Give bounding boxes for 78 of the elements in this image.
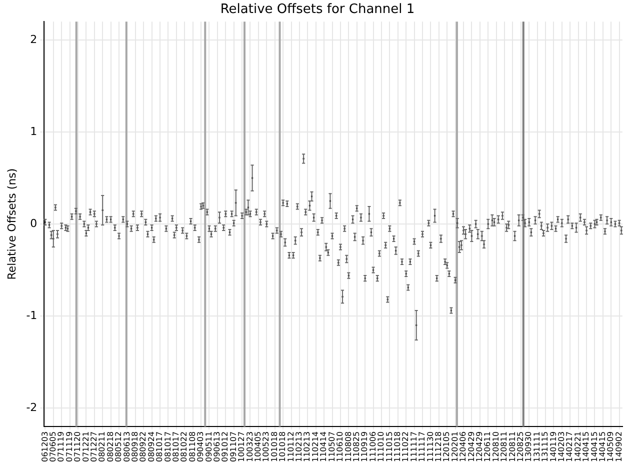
- x-tick-label: 081017: [163, 431, 172, 462]
- x-tick-label: 100323: [245, 431, 254, 462]
- y-axis-title: Relative Offsets (ns): [5, 168, 18, 280]
- x-tick-label: 080512: [114, 431, 124, 462]
- x-tick-label: 071119: [56, 431, 66, 462]
- x-tick-label: 120611: [483, 431, 492, 462]
- x-tick-label: 080918: [130, 431, 140, 462]
- x-tick-label: 120429: [474, 431, 484, 462]
- x-tick-label: 091107: [228, 431, 238, 462]
- x-tick-label: 140509: [606, 431, 616, 462]
- x-tick-label: 111022: [401, 431, 410, 462]
- x-tick-label: 110919: [360, 431, 370, 462]
- y-tick-label: -2: [26, 400, 38, 414]
- x-tick-label: 120201: [450, 431, 460, 462]
- x-tick-label: 090511: [204, 431, 214, 462]
- x-tick-label: 110507: [327, 431, 336, 462]
- x-tick-label: 140221: [573, 431, 582, 462]
- x-tick-label: 090613: [212, 431, 222, 462]
- x-tick-label: 120825: [516, 431, 525, 462]
- y-tick-label: -1: [26, 308, 38, 322]
- x-tick-label: 080922: [138, 431, 148, 462]
- x-tick-label: 140902: [614, 431, 624, 462]
- x-tick-label: 110825: [352, 431, 361, 462]
- x-tick-label: 071119: [64, 431, 74, 462]
- x-tick-label: 140203: [557, 431, 566, 462]
- x-tick-label: 090403: [196, 431, 206, 462]
- x-tick-label: 110414: [319, 431, 328, 462]
- x-tick-label: 081108: [188, 431, 197, 462]
- x-tick-label: 071221: [81, 431, 90, 462]
- x-tick-label: 111018: [392, 431, 402, 462]
- x-tick-label: 111218: [434, 431, 443, 462]
- x-tick-label: 110213: [302, 431, 312, 462]
- x-tick-label: 070605: [48, 431, 58, 462]
- chart-title: Relative Offsets for Channel 1: [220, 2, 415, 18]
- x-tick-label: 091012: [220, 431, 230, 462]
- x-tick-label: 140415: [590, 431, 599, 462]
- x-tick-label: 071227: [89, 431, 98, 462]
- x-tick-label: 131115: [540, 431, 550, 462]
- x-tick-label: 120811: [508, 431, 517, 462]
- x-tick-label: 080218: [106, 431, 115, 462]
- x-tick-label: 120406: [458, 431, 468, 462]
- x-tick-label: 120105: [442, 431, 452, 462]
- x-tick-label: 071120: [73, 431, 82, 462]
- x-tick-label: 081022: [180, 431, 189, 462]
- x-tick-label: 100523: [262, 431, 271, 462]
- x-tick-label: 080613: [122, 431, 132, 462]
- x-tick-label: 140217: [565, 431, 574, 462]
- x-tick-label: 101018: [270, 431, 279, 462]
- x-tick-label: 131111: [532, 431, 542, 462]
- x-tick-label: 110610: [336, 431, 345, 462]
- x-tick-label: 061203: [40, 431, 50, 462]
- x-tick-label: 120810: [491, 431, 500, 462]
- x-tick-label: 120811: [500, 431, 509, 462]
- x-tick-label: 111015: [384, 431, 394, 462]
- x-tick-label: 111006: [368, 431, 378, 462]
- x-tick-label: 110213: [294, 431, 304, 462]
- x-tick-label: 081017: [155, 431, 164, 462]
- y-tick-label: 1: [30, 124, 38, 138]
- x-tick-label: 110808: [344, 431, 353, 462]
- x-tick-label: 100127: [237, 431, 246, 462]
- x-tick-label: 080211: [98, 431, 107, 462]
- x-tick-label: 080924: [146, 431, 156, 462]
- x-tick-label: 111010: [376, 431, 386, 462]
- x-tick-label: 130930: [524, 431, 534, 462]
- x-tick-label: 101018: [278, 431, 288, 462]
- x-tick-label: 140415: [582, 431, 591, 462]
- x-tick-label: 140415: [598, 431, 608, 462]
- y-tick-label: 2: [30, 32, 38, 46]
- x-tick-label: 110112: [286, 431, 296, 462]
- x-tick-label: 111117: [418, 431, 427, 462]
- x-tick-label: 110214: [310, 431, 320, 462]
- x-tick-label: 111117: [409, 431, 418, 462]
- y-tick-label: 0: [30, 216, 38, 230]
- x-tick-label: 120429: [466, 431, 476, 462]
- x-tick-label: 081017: [172, 431, 181, 462]
- x-tick-label: 111130: [426, 431, 435, 462]
- x-tick-label: 100405: [254, 431, 263, 462]
- x-tick-label: 140119: [548, 431, 558, 462]
